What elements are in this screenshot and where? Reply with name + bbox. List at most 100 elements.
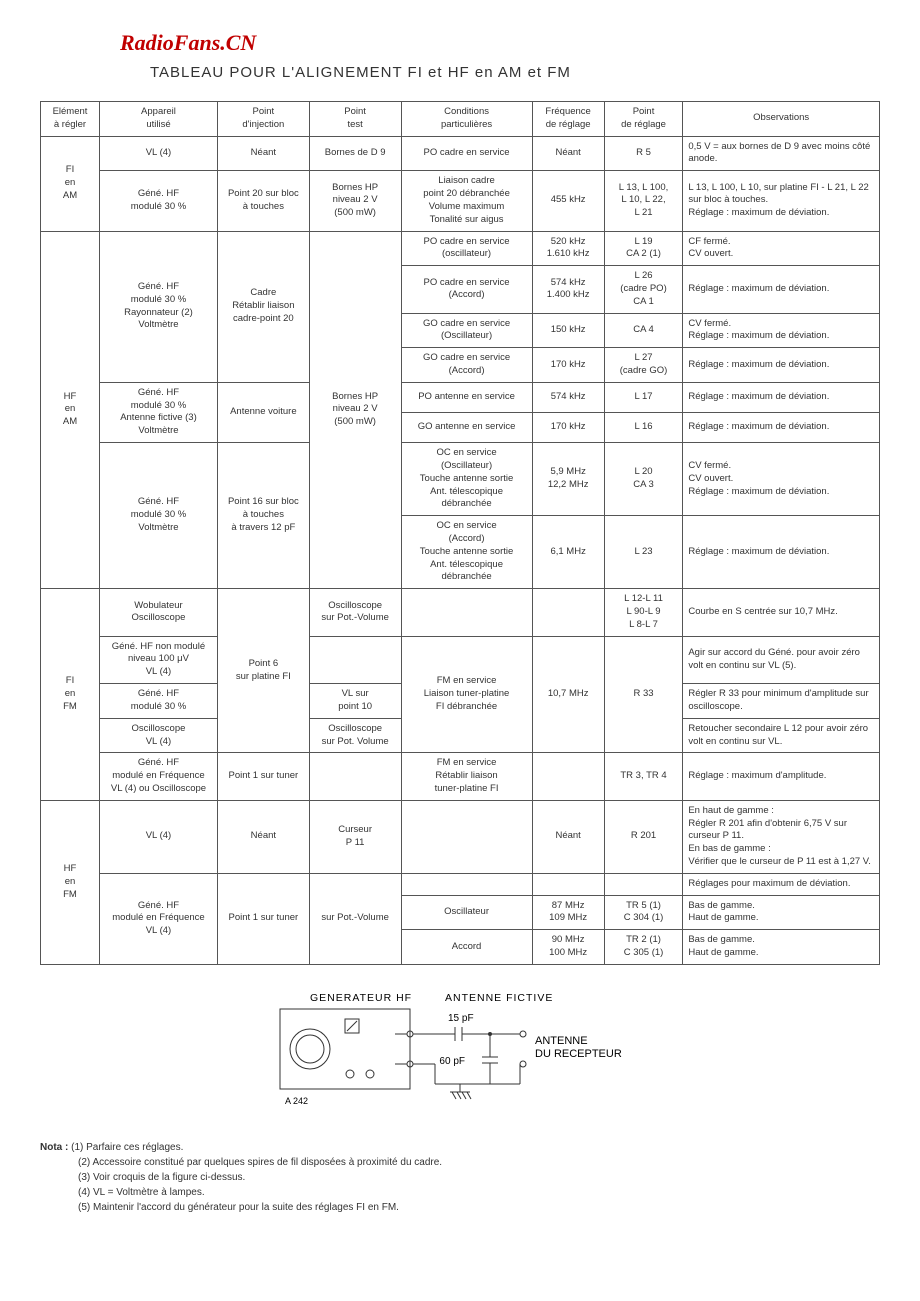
cell: Bas de gamme.Haut de gamme. xyxy=(683,895,880,930)
cell: L 13, L 100, L 10, sur platine FI - L 21… xyxy=(683,171,880,231)
cell: L 23 xyxy=(604,516,683,589)
cell: 0,5 V = aux bornes de D 9 avec moins côt… xyxy=(683,136,880,171)
cell: Oscilloscopesur Pot.-Volume xyxy=(309,589,401,636)
cell: VL (4) xyxy=(99,136,217,171)
cell: Réglage : maximum d'amplitude. xyxy=(683,753,880,800)
cap2-label: 60 pF xyxy=(439,1056,465,1067)
cell: Régler R 33 pour minimum d'amplitude sur… xyxy=(683,684,880,719)
cell: Réglage : maximum de déviation. xyxy=(683,412,880,442)
nota-label: Nota : xyxy=(40,1142,68,1153)
cell: CV fermé.Réglage : maximum de déviation. xyxy=(683,313,880,348)
cell: Point 1 sur tuner xyxy=(217,873,309,964)
cell: PO cadre en service xyxy=(401,136,532,171)
cell: Géné. HFmodulé 30 %Voltmètre xyxy=(99,443,217,589)
cell: Néant xyxy=(217,136,309,171)
cell: Oscillateur xyxy=(401,895,532,930)
note-2: (2) Accessoire constitué par quelques sp… xyxy=(78,1155,442,1170)
cell: Point 16 sur blocà touchesà travers 12 p… xyxy=(217,443,309,589)
th-element: Elémentà régler xyxy=(41,102,100,137)
cell: Néant xyxy=(532,800,604,873)
cell: Antenne voiture xyxy=(217,382,309,442)
cell: Réglages pour maximum de déviation. xyxy=(683,873,880,895)
table-header-row: Elémentà régler Appareilutilisé Pointd'i… xyxy=(41,102,880,137)
note-3: (3) Voir croquis de la figure ci-dessus. xyxy=(78,1170,245,1185)
cell: 6,1 MHz xyxy=(532,516,604,589)
section-fi-fm: FIenFM xyxy=(41,589,100,801)
cell xyxy=(604,873,683,895)
cell: Géné. HFmodulé 30 % xyxy=(99,171,217,231)
cell: Géné. HFmodulé en FréquenceVL (4) xyxy=(99,873,217,964)
cell: L 20CA 3 xyxy=(604,443,683,516)
page-title: TABLEAU POUR L'ALIGNEMENT FI et HF en AM… xyxy=(150,64,880,81)
cell: 10,7 MHz xyxy=(532,636,604,753)
notes-block: Nota : (1) Parfaire ces réglages. (2) Ac… xyxy=(40,1140,880,1215)
table-row: Géné. HFmodulé en FréquenceVL (4) ou Osc… xyxy=(41,753,880,800)
schematic-svg: GENERATEUR HF ANTENNE FICTIVE 15 pF 60 p… xyxy=(270,989,650,1119)
table-row: HFenAM Géné. HFmodulé 30 %Rayonnateur (2… xyxy=(41,231,880,266)
cell: Bornes HPniveau 2 V(500 mW) xyxy=(309,231,401,589)
cell: TR 3, TR 4 xyxy=(604,753,683,800)
cell: 87 MHz109 MHz xyxy=(532,895,604,930)
cell xyxy=(401,589,532,636)
section-fi-am: FIenAM xyxy=(41,136,100,231)
note-4: (4) VL = Voltmètre à lampes. xyxy=(78,1185,205,1200)
table-row: Géné. HFmodulé en FréquenceVL (4) Point … xyxy=(41,873,880,895)
cell: Néant xyxy=(217,800,309,873)
cell: 520 kHz1.610 kHz xyxy=(532,231,604,266)
cell: Oscilloscopesur Pot. Volume xyxy=(309,718,401,753)
cell: Bornes HPniveau 2 V(500 mW) xyxy=(309,171,401,231)
cell: 170 kHz xyxy=(532,348,604,383)
cell: VL (4) xyxy=(99,800,217,873)
cell: PO cadre en service(oscillateur) xyxy=(401,231,532,266)
cell xyxy=(309,753,401,800)
cell: Réglage : maximum de déviation. xyxy=(683,516,880,589)
gen-label: GENERATEUR HF xyxy=(310,992,412,1004)
cell: Géné. HFmodulé en FréquenceVL (4) ou Osc… xyxy=(99,753,217,800)
cap1-label: 15 pF xyxy=(448,1013,474,1024)
cell: Agir sur accord du Géné. pour avoir zéro… xyxy=(683,636,880,683)
schematic-diagram: GENERATEUR HF ANTENNE FICTIVE 15 pF 60 p… xyxy=(270,989,650,1122)
cell: OC en service(Accord)Touche antenne sort… xyxy=(401,516,532,589)
cell xyxy=(532,753,604,800)
cell xyxy=(401,873,532,895)
cell: sur Pot.-Volume xyxy=(309,873,401,964)
cell: TR 2 (1)C 305 (1) xyxy=(604,930,683,965)
cell: L 17 xyxy=(604,382,683,412)
cell: CA 4 xyxy=(604,313,683,348)
th-regl: Pointde réglage xyxy=(604,102,683,137)
cell: FM en serviceLiaison tuner-platineFI déb… xyxy=(401,636,532,753)
cell: Géné. HFmodulé 30 %Rayonnateur (2)Voltmè… xyxy=(99,231,217,382)
cell: 90 MHz100 MHz xyxy=(532,930,604,965)
cell: L 19CA 2 (1) xyxy=(604,231,683,266)
table-row: Géné. HFmodulé 30 %Voltmètre Point 16 su… xyxy=(41,443,880,516)
table-row: FIenAM VL (4) Néant Bornes de D 9 PO cad… xyxy=(41,136,880,171)
cell: 455 kHz xyxy=(532,171,604,231)
cell xyxy=(401,800,532,873)
cell: Néant xyxy=(532,136,604,171)
cell: R 5 xyxy=(604,136,683,171)
th-test: Pointtest xyxy=(309,102,401,137)
cell: Réglage : maximum de déviation. xyxy=(683,266,880,313)
cell: R 33 xyxy=(604,636,683,753)
cell: Réglage : maximum de déviation. xyxy=(683,348,880,383)
cell: Réglage : maximum de déviation. xyxy=(683,382,880,412)
alignment-table: Elémentà régler Appareilutilisé Pointd'i… xyxy=(40,101,880,965)
cell: L 26(cadre PO)CA 1 xyxy=(604,266,683,313)
th-cond: Conditionsparticulières xyxy=(401,102,532,137)
cell xyxy=(309,636,401,683)
cell: En haut de gamme :Régler R 201 afin d'ob… xyxy=(683,800,880,873)
cell: OC en service(Oscillateur)Touche antenne… xyxy=(401,443,532,516)
model-label: A 242 xyxy=(285,1096,308,1106)
section-hf-fm: HFenFM xyxy=(41,800,100,964)
cell: Point 20 sur blocà touches xyxy=(217,171,309,231)
note-5: (5) Maintenir l'accord du générateur pou… xyxy=(78,1200,399,1215)
th-app: Appareilutilisé xyxy=(99,102,217,137)
cell: Bornes de D 9 xyxy=(309,136,401,171)
cell: PO antenne en service xyxy=(401,382,532,412)
cell: Retoucher secondaire L 12 pour avoir zér… xyxy=(683,718,880,753)
cell: GO cadre en service(Accord) xyxy=(401,348,532,383)
watermark: RadioFans.CN xyxy=(120,30,880,56)
cell: CF fermé.CV ouvert. xyxy=(683,231,880,266)
cell: GO antenne en service xyxy=(401,412,532,442)
antenna-label: ANTENNEDU RECEPTEUR xyxy=(535,1035,622,1060)
